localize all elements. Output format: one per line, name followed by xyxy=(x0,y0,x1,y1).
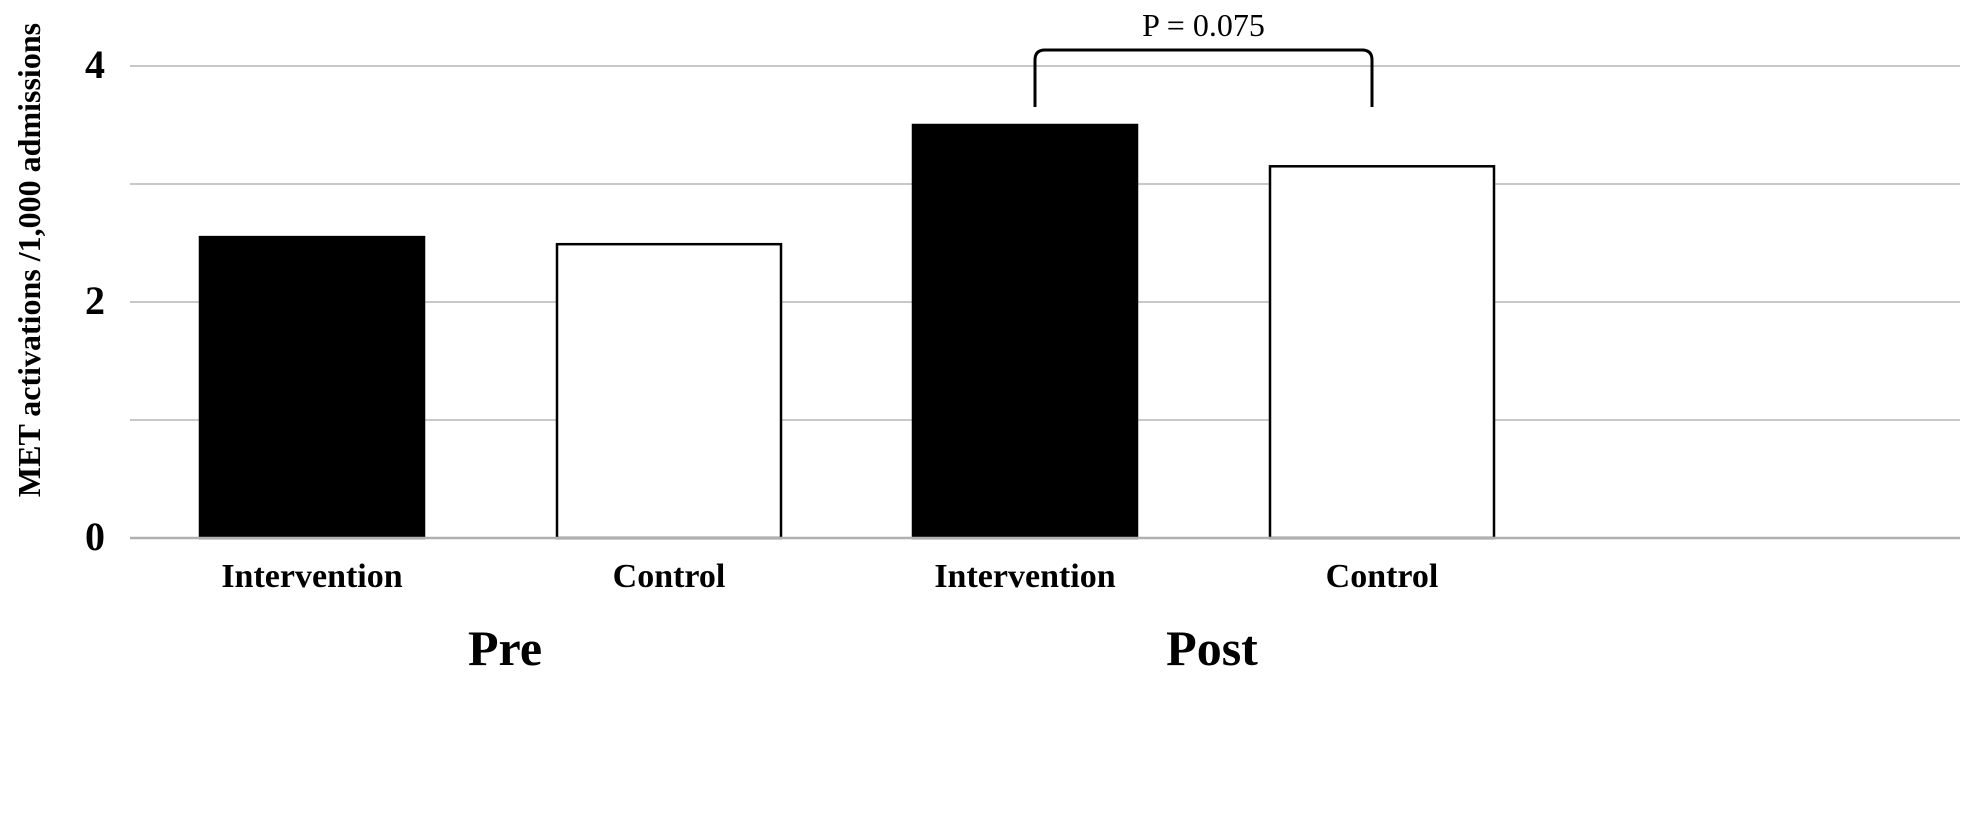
category-label: Control xyxy=(613,558,726,595)
y-tick-label: 0 xyxy=(85,514,105,559)
bars xyxy=(198,123,1496,540)
bar-post-control xyxy=(1268,165,1496,540)
y-tick-label: 2 xyxy=(85,278,105,323)
category-label: Intervention xyxy=(934,558,1115,595)
y-axis-label: MET activations /1,000 admissions xyxy=(11,23,47,497)
bar-post-intervention xyxy=(911,123,1139,540)
p-value-label: P = 0.075 xyxy=(1142,7,1265,43)
group-label: Pre xyxy=(468,620,542,676)
significance-bracket xyxy=(1033,48,1374,107)
category-label: Control xyxy=(1326,558,1439,595)
group-labels: Pre Post xyxy=(468,620,1258,676)
category-labels: Intervention Control Intervention Control xyxy=(221,558,1438,595)
y-tick-label: 4 xyxy=(85,42,105,87)
significance-annotation: P = 0.075 xyxy=(1033,7,1374,107)
group-label: Post xyxy=(1166,620,1258,676)
category-label: Intervention xyxy=(221,558,402,595)
y-tick-labels: 0 2 4 xyxy=(85,42,105,559)
bar-pre-intervention xyxy=(198,235,426,540)
bar-pre-control xyxy=(555,242,783,540)
